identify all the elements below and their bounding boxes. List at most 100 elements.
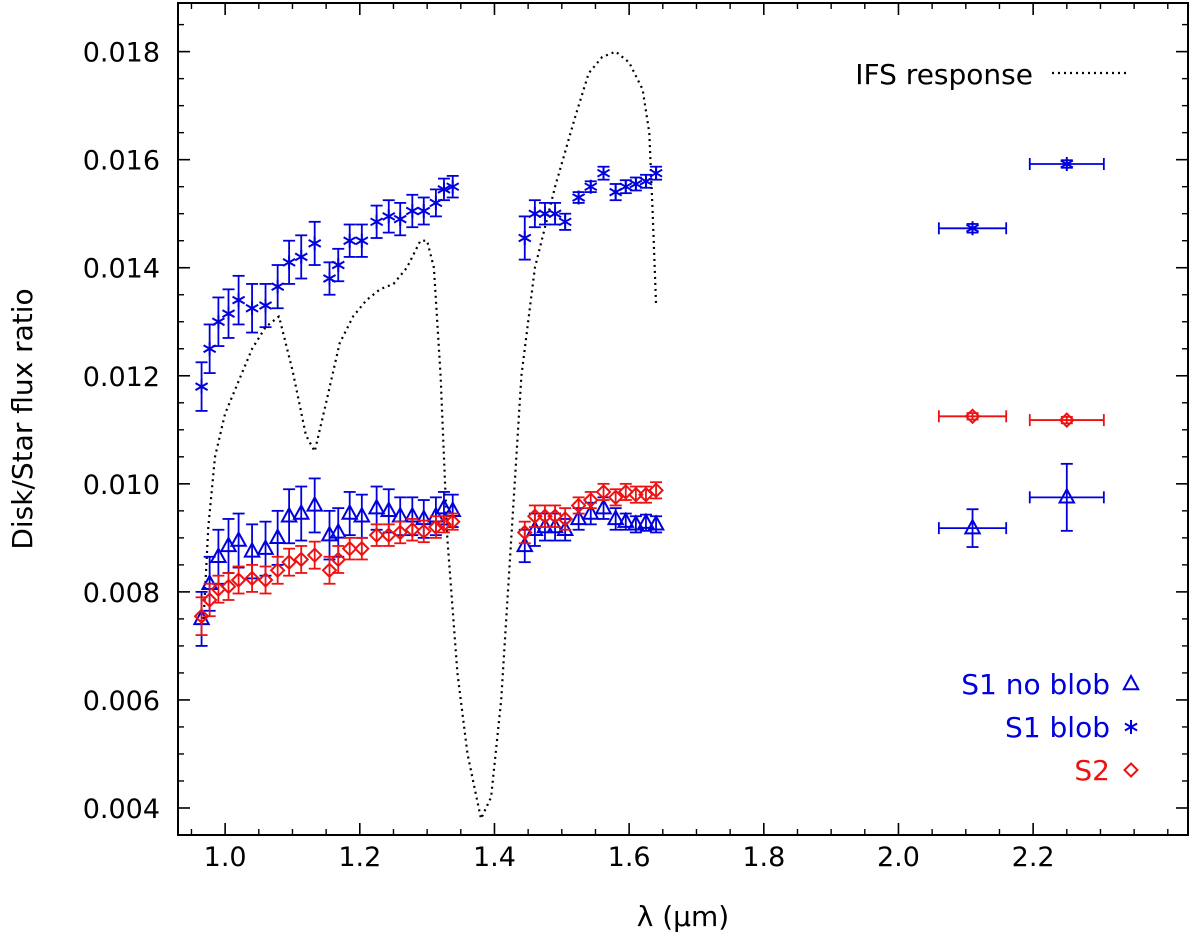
asterisk-marker [558, 214, 572, 229]
x-tick-labels: 1.0 1.2 1.4 1.6 1.8 2.0 2.2 [204, 842, 1055, 873]
data-point [639, 173, 653, 189]
diamond-marker [627, 486, 644, 503]
triangle-marker [581, 503, 600, 520]
triangle-marker [256, 538, 275, 555]
triangle-marker [569, 508, 588, 526]
data-point [330, 545, 347, 574]
triangle-marker [435, 498, 453, 515]
data-point [220, 572, 237, 601]
data-point [370, 204, 384, 239]
data-point [193, 596, 210, 637]
y-tick-label: 0.006 [83, 686, 160, 717]
asterisk-marker [195, 379, 209, 394]
data-point [548, 201, 562, 226]
diamond-marker [1123, 762, 1139, 778]
diamond-marker [368, 527, 385, 544]
x-tick-label: 1.6 [608, 842, 651, 873]
data-point [648, 481, 664, 500]
triangle-marker [329, 522, 348, 539]
data-point [437, 177, 451, 202]
asterisk-marker [355, 233, 369, 248]
data-point [516, 520, 533, 545]
legend-label: S2 [1074, 754, 1110, 787]
data-point [627, 485, 644, 504]
data-point [269, 555, 286, 585]
asterisk-marker [331, 258, 345, 273]
data-point [244, 563, 260, 593]
data-point [417, 196, 431, 226]
series-legend: S1 no blob S1 blob S2 [961, 668, 1140, 787]
y-tick-label: 0.018 [83, 38, 160, 69]
diamond-marker [392, 524, 409, 541]
y-tick-label: 0.010 [83, 470, 160, 501]
triangle-marker [340, 503, 359, 520]
data-point [382, 199, 396, 234]
data-point [606, 507, 625, 531]
diamond-marker [257, 572, 274, 588]
data-point [340, 491, 359, 537]
data-point [619, 179, 633, 195]
asterisk-marker [446, 179, 460, 194]
data-point [637, 512, 655, 532]
diamond-marker [193, 608, 210, 625]
y-tick-labels: 0.004 0.006 0.008 0.010 0.012 0.014 0.016 0.018 [83, 38, 160, 825]
data-point [446, 174, 460, 199]
diamond-marker [404, 521, 421, 538]
data-point [584, 179, 598, 194]
data-point [429, 188, 443, 218]
triangle-marker [536, 516, 554, 534]
data-point [1028, 156, 1105, 171]
asterisk-marker [308, 236, 322, 251]
data-point [306, 540, 323, 570]
data-point [436, 515, 452, 534]
asterisk-marker [965, 221, 980, 236]
legend-label: S1 blob [1005, 711, 1110, 744]
data-point [221, 288, 236, 339]
data-point [293, 545, 310, 574]
legend-entry-s1-no-blob: S1 no blob [961, 668, 1140, 701]
triangle-marker [268, 527, 287, 545]
asterisk-marker [437, 182, 451, 197]
y-tick-label: 0.012 [83, 362, 160, 393]
triangle-marker [515, 535, 534, 553]
data-point [353, 536, 370, 561]
data-point [211, 296, 225, 347]
diamond-marker [341, 540, 358, 557]
data-point [1028, 412, 1105, 428]
plot-frame [177, 2, 1189, 836]
diamond-marker [638, 486, 654, 503]
data-point [415, 519, 432, 544]
data-point [282, 239, 296, 285]
diamond-marker [306, 547, 323, 564]
diamond-marker [964, 408, 981, 425]
data-point [343, 223, 357, 258]
asterisk-marker [211, 314, 225, 329]
diamond-marker [582, 492, 599, 508]
diamond-marker [220, 578, 237, 595]
diamond-marker [526, 508, 543, 525]
triangle-marker [546, 516, 564, 534]
triangle-marker [280, 506, 298, 523]
data-point [1028, 462, 1105, 532]
asterisk-marker [639, 174, 653, 189]
series-s1-no-blob [192, 462, 1105, 647]
data-point [195, 361, 209, 412]
data-point [404, 518, 421, 542]
data-point [444, 512, 461, 531]
diamond-marker [330, 551, 347, 568]
triangle-marker [305, 495, 324, 512]
data-point [230, 565, 247, 595]
asterisk-marker [538, 206, 552, 221]
ifs-response-legend-label: IFS response [855, 58, 1033, 91]
data-point [341, 536, 358, 561]
diamond-marker [281, 554, 298, 571]
diamond-marker [353, 540, 370, 557]
diamond-marker [595, 484, 612, 500]
asterisk-marker [584, 179, 598, 194]
data-point [528, 199, 542, 229]
x-tick-label: 1.2 [338, 842, 381, 873]
triangle-marker [637, 512, 655, 529]
asterisk-marker [258, 298, 273, 313]
